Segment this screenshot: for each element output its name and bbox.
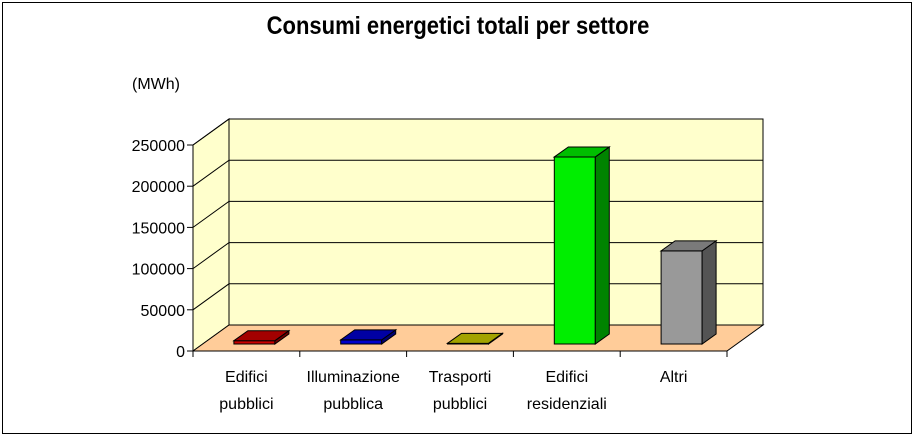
y-tick-label: 150000 (132, 220, 185, 237)
y-tick-label: 100000 (132, 262, 185, 279)
y-tick-labels: 0 50000 100000 150000 200000 250000 (132, 138, 185, 361)
y-axis (187, 144, 728, 357)
bar-side (701, 239, 717, 345)
side-wall (192, 118, 230, 352)
bars (232, 145, 718, 345)
bar-top (232, 330, 291, 342)
x-category-labels: Edifici pubblici Illuminazione pubblica Tras… (219, 369, 687, 413)
bar (445, 332, 505, 345)
bar-front (660, 250, 703, 345)
chart-title: Consumi energetici totali per settore (266, 12, 650, 40)
bar (339, 328, 398, 345)
y-tick-label: 50000 (141, 303, 186, 320)
y-tick-label: 200000 (132, 179, 185, 196)
x-category-label: pubblica (323, 396, 383, 413)
bar-top (445, 332, 505, 344)
bar (232, 329, 291, 345)
bar-side (594, 145, 610, 345)
x-category-label: residenziali (527, 396, 607, 413)
x-category-label: Trasporti (429, 369, 492, 386)
x-category-label: pubblici (219, 396, 273, 413)
bar-front (553, 156, 596, 345)
y-tick-label: 250000 (132, 138, 185, 155)
bar-front (340, 339, 383, 345)
x-category-label: pubblici (433, 396, 487, 413)
x-category-label: Edifici (225, 369, 268, 386)
y-tick-label: 0 (176, 344, 185, 361)
bar-top (659, 240, 718, 252)
bar-top (552, 146, 611, 158)
bar (659, 239, 718, 345)
x-category-label: Illuminazione (307, 369, 400, 386)
gridline (192, 118, 763, 146)
plot-walls (191, 118, 765, 352)
y-axis-unit-label: (MWh) (132, 76, 180, 93)
bar-top (339, 329, 398, 341)
x-category-label: Edifici (545, 369, 588, 386)
x-category-label: Altri (660, 369, 688, 386)
bar (552, 145, 611, 345)
